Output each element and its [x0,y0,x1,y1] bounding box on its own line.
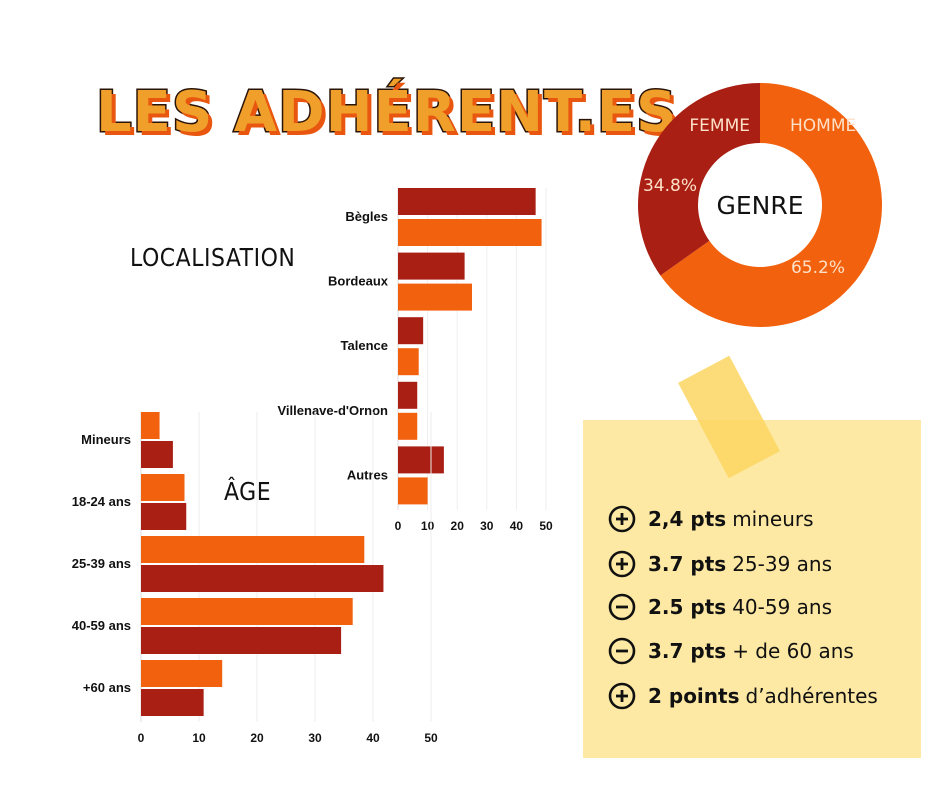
bar-18-24-ans [141,503,187,530]
category-label: Talence [341,338,388,353]
note-item-text: 40-59 ans [732,595,833,619]
note-item-text: d’adhérentes [745,684,878,708]
sticky-note [583,420,921,758]
page-title: LES ADHÉRENT.ES [95,79,679,147]
category-label: 25-39 ans [72,556,131,571]
note-item: 3.7 pts 25-39 ans [608,548,832,580]
category-label: Bordeaux [328,274,389,289]
bar-bordeaux [398,252,465,280]
category-label: Villenave-d'Ornon [278,403,389,418]
note-item-text: + de 60 ans [732,639,854,663]
bar-25-39-ans [141,565,384,592]
note-item: 2.5 pts 40-59 ans [608,591,832,623]
bar-25-39-ans [141,536,365,563]
genre-donut-chart: HOMME FEMME 65.2% 34.8% GENRE [638,83,882,328]
category-label: Autres [347,467,388,482]
note-item-text: mineurs [732,507,814,531]
x-tick-label: 40 [510,519,524,533]
category-label: Mineurs [81,432,131,447]
category-label: 18-24 ans [72,494,131,509]
bar-talence [398,317,424,345]
bar-bordeaux [398,283,472,311]
category-label: +60 ans [83,680,131,695]
note-item-value: 3.7 pts [648,552,727,576]
plus-circle-icon [608,505,636,533]
x-tick-label: 0 [138,731,145,745]
bar-18-24-ans [141,474,185,501]
age-heading: ÂGE [224,478,272,507]
note-item-value: 3.7 pts [648,639,727,663]
x-tick-label: 20 [250,731,264,745]
bar-b-gles [398,219,542,246]
minus-circle-icon [608,637,636,665]
x-tick-label: 50 [424,731,438,745]
x-tick-label: 40 [366,731,380,745]
bar-mineurs [141,441,173,468]
plus-circle-icon [608,682,636,710]
note-item-value: 2 points [648,684,740,708]
slice-value-femme: 34.8% [643,176,697,196]
x-tick-label: 10 [421,519,435,533]
bar-villenave-d-ornon [398,381,418,409]
bar-autres [398,477,428,505]
x-tick-label: 30 [308,731,322,745]
bar--60-ans [141,689,204,716]
slice-label-femme: FEMME [689,116,750,136]
bar-40-59-ans [141,598,353,625]
x-tick-label: 30 [480,519,494,533]
slice-label-homme: HOMME [790,116,856,136]
note-item: 2 points d’adhérentes [608,680,878,712]
note-item-value: 2,4 pts [648,507,727,531]
note-item: 3.7 pts + de 60 ans [608,635,854,667]
x-tick-label: 0 [395,519,402,533]
note-item: 2,4 pts mineurs [608,503,814,535]
note-item-text: 25-39 ans [732,552,833,576]
x-tick-label: 50 [539,519,553,533]
bar-mineurs [141,412,160,439]
plus-circle-icon [608,550,636,578]
slice-femme [638,83,760,276]
category-label: 40-59 ans [72,618,131,633]
note-item-value: 2.5 pts [648,595,727,619]
category-label: Bègles [345,209,388,224]
slice-homme [660,83,882,328]
bar-talence [398,348,419,376]
bar-40-59-ans [141,627,342,654]
donut-center-label: GENRE [716,191,803,220]
localisation-heading: LOCALISATION [130,244,296,273]
minus-circle-icon [608,593,636,621]
bar-villenave-d-ornon [398,412,418,440]
x-tick-label: 10 [192,731,206,745]
bar-autres [398,446,444,474]
bar--60-ans [141,660,223,687]
x-tick-label: 20 [451,519,465,533]
slice-value-homme: 65.2% [791,258,845,278]
bar-b-gles [398,188,536,215]
